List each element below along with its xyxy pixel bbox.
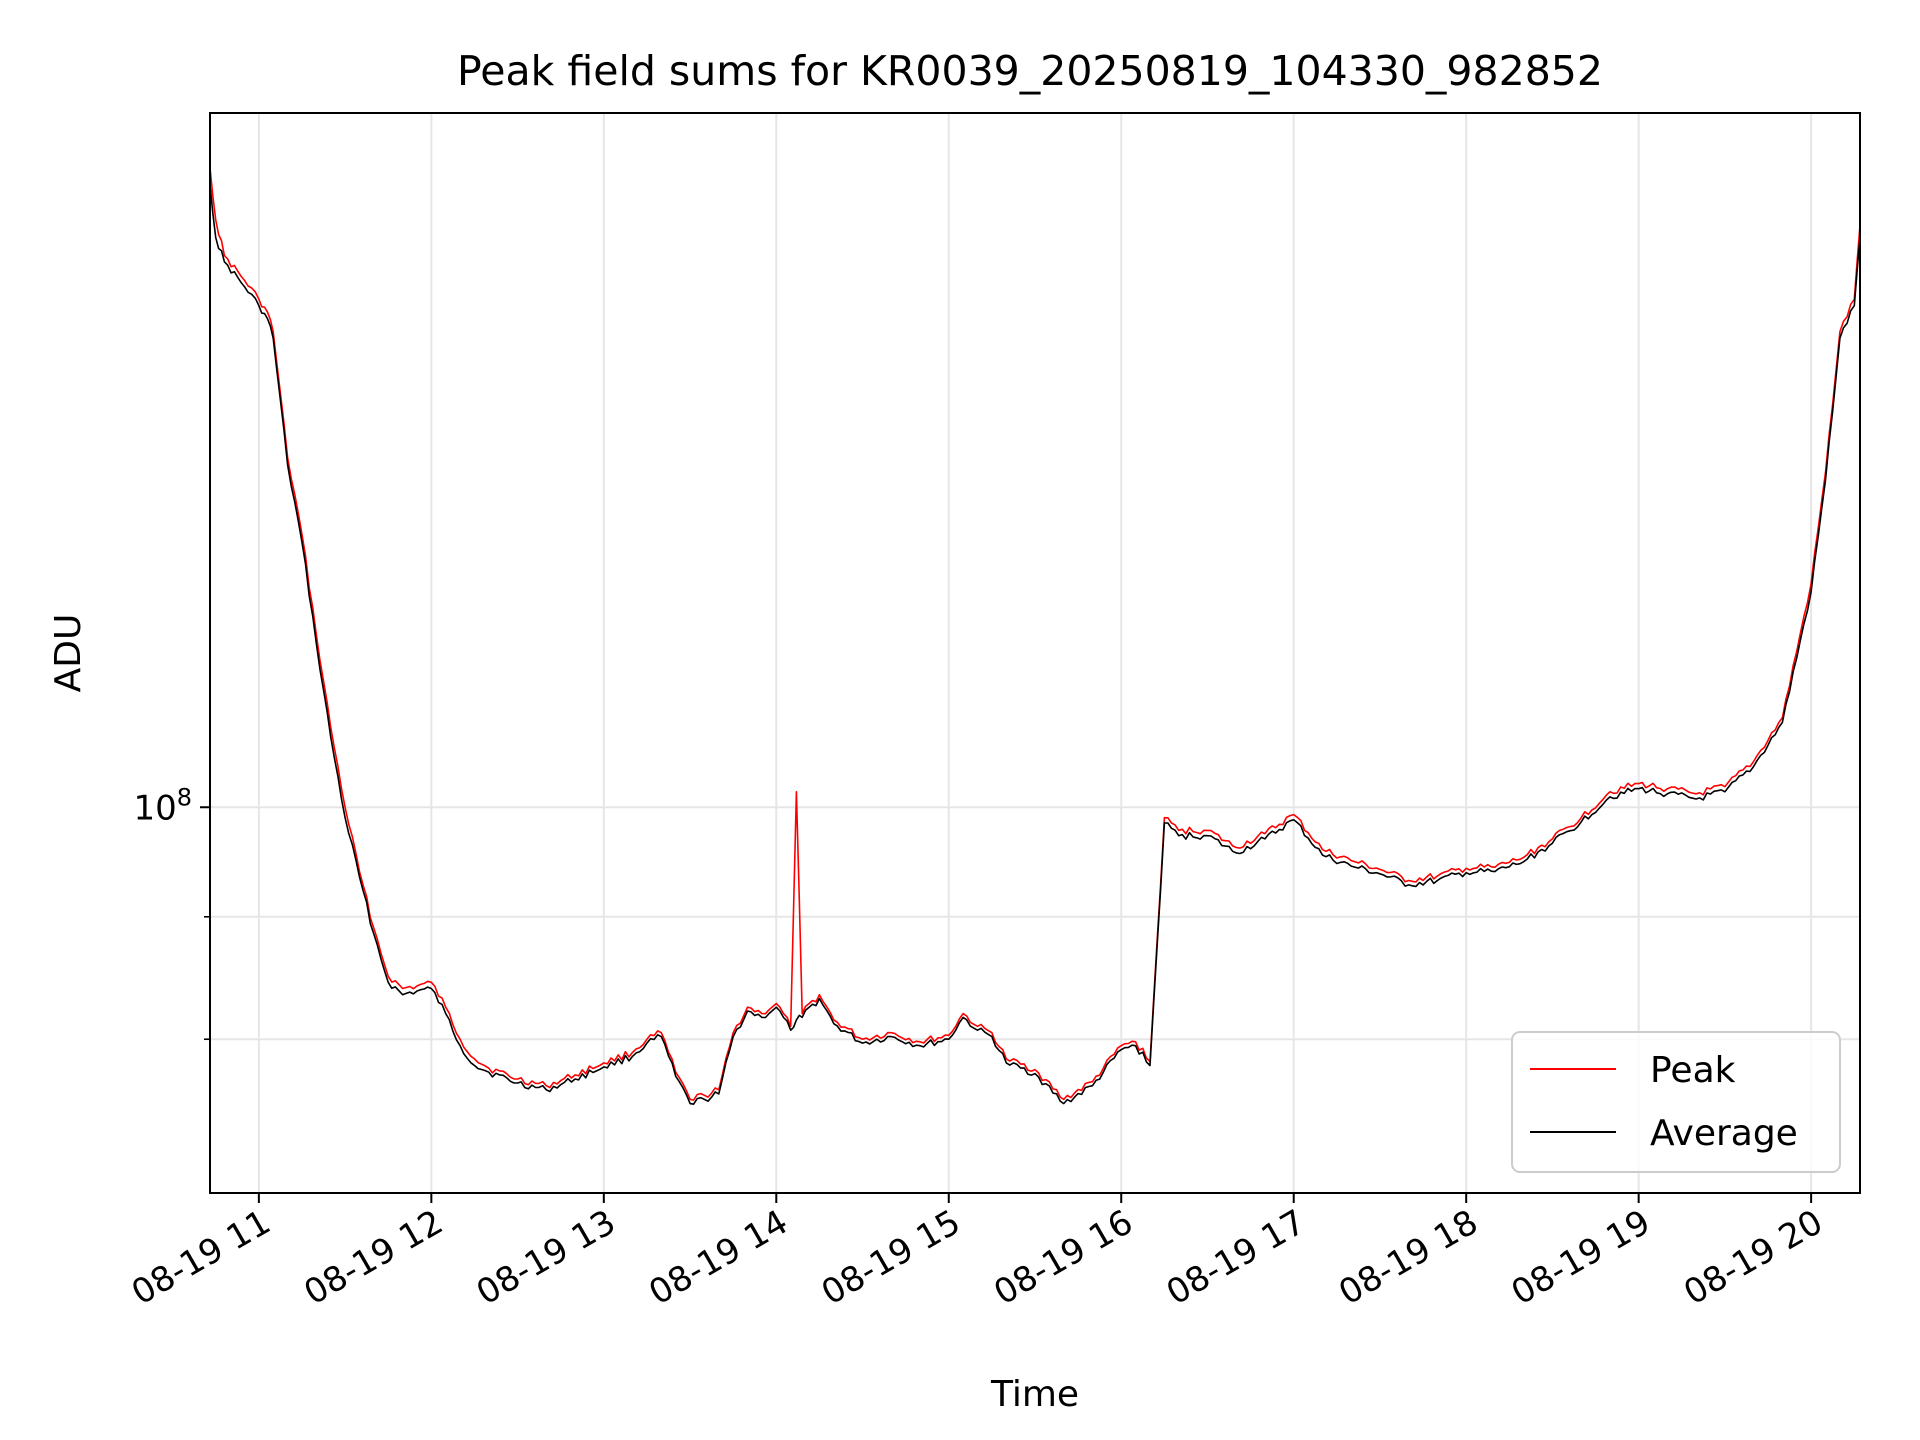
y-tick-label: 108: [133, 783, 192, 828]
legend-peak-label: Peak: [1650, 1050, 1736, 1091]
y-axis-label: ADU: [48, 614, 89, 693]
x-axis-label: Time: [990, 1374, 1079, 1415]
y-axis-ticks: 108: [133, 783, 210, 1041]
legend-average-label: Average: [1650, 1113, 1798, 1154]
grid-lines: [210, 113, 1860, 1193]
plot-area: [209, 167, 1861, 1105]
axes-frame: [209, 112, 1861, 1194]
legend: Peak Average: [1511, 1031, 1841, 1173]
average-series-line: [209, 184, 1861, 1105]
peak-series-line: [209, 167, 1861, 1101]
legend-box: [1511, 1031, 1841, 1173]
chart-title: Peak field sums for KR0039_20250819_1043…: [457, 47, 1603, 95]
